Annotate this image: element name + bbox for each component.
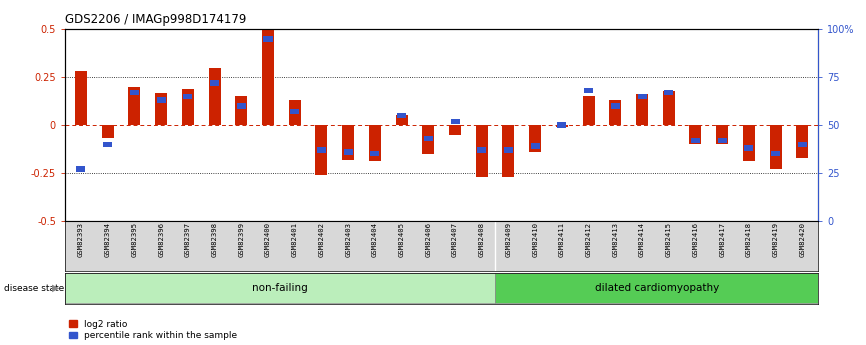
Bar	[556, 125, 568, 127]
Bar	[611, 103, 620, 109]
Bar	[689, 125, 701, 144]
Text: GSM82395: GSM82395	[132, 222, 138, 257]
Bar	[450, 119, 460, 124]
Bar	[76, 166, 86, 172]
Bar	[718, 138, 727, 143]
Bar	[477, 147, 486, 152]
Text: GSM82393: GSM82393	[78, 222, 84, 257]
Bar	[423, 125, 435, 154]
Bar	[531, 144, 540, 149]
Bar	[209, 68, 221, 125]
Bar	[288, 100, 301, 125]
Bar	[770, 125, 782, 169]
Text: GSM82397: GSM82397	[184, 222, 191, 257]
Bar	[342, 125, 354, 159]
Bar	[344, 149, 352, 155]
Text: GSM82398: GSM82398	[211, 222, 217, 257]
Bar	[65, 273, 495, 303]
Bar	[263, 36, 273, 42]
Bar	[101, 125, 113, 138]
Text: GSM82408: GSM82408	[479, 222, 485, 257]
Bar	[558, 122, 566, 128]
Bar	[716, 125, 728, 144]
Bar	[662, 91, 675, 125]
Text: GSM82407: GSM82407	[452, 222, 458, 257]
Text: GSM82411: GSM82411	[559, 222, 565, 257]
Bar	[504, 147, 513, 152]
Bar	[771, 151, 780, 157]
Bar	[423, 136, 433, 141]
Bar	[691, 138, 700, 143]
Text: disease state: disease state	[4, 284, 65, 293]
Bar	[637, 93, 647, 99]
Text: non-failing: non-failing	[252, 283, 308, 293]
Text: GSM82402: GSM82402	[319, 222, 325, 257]
Bar	[315, 125, 327, 175]
Bar	[262, 29, 274, 125]
Bar	[449, 125, 461, 135]
Bar	[745, 145, 753, 151]
Bar	[664, 90, 673, 95]
Text: GSM82417: GSM82417	[719, 222, 725, 257]
Bar	[743, 125, 755, 161]
Text: dilated cardiomyopathy: dilated cardiomyopathy	[595, 283, 719, 293]
Text: GSM82420: GSM82420	[799, 222, 805, 257]
Text: GSM82401: GSM82401	[292, 222, 298, 257]
Bar	[236, 96, 248, 125]
Text: GSM82399: GSM82399	[238, 222, 244, 257]
Bar	[75, 71, 87, 125]
Text: GSM82404: GSM82404	[372, 222, 378, 257]
Bar	[502, 125, 514, 177]
Bar	[184, 93, 192, 99]
Legend: log2 ratio, percentile rank within the sample: log2 ratio, percentile rank within the s…	[69, 320, 237, 341]
Bar	[290, 109, 300, 114]
Bar	[397, 113, 406, 118]
Text: GSM82394: GSM82394	[105, 222, 111, 257]
Bar	[610, 100, 621, 125]
Text: GSM82419: GSM82419	[772, 222, 779, 257]
Bar	[798, 141, 807, 147]
Bar	[128, 87, 140, 125]
Bar	[130, 90, 139, 95]
Text: GSM82403: GSM82403	[346, 222, 351, 257]
Bar	[495, 273, 818, 303]
Bar	[369, 125, 381, 161]
Text: GSM82409: GSM82409	[506, 222, 512, 257]
Bar	[529, 125, 541, 152]
Bar	[797, 125, 808, 158]
Bar	[103, 141, 113, 147]
Text: GSM82406: GSM82406	[425, 222, 431, 257]
Bar	[157, 98, 165, 103]
Text: GSM82410: GSM82410	[533, 222, 538, 257]
Bar	[584, 88, 593, 93]
Bar	[155, 92, 167, 125]
Bar	[396, 116, 408, 125]
Text: GSM82396: GSM82396	[158, 222, 165, 257]
Text: GSM82400: GSM82400	[265, 222, 271, 257]
Bar	[475, 125, 488, 177]
Bar	[210, 80, 219, 86]
Text: GSM82418: GSM82418	[746, 222, 752, 257]
Text: GSM82416: GSM82416	[693, 222, 699, 257]
Text: GSM82405: GSM82405	[398, 222, 404, 257]
Bar	[371, 151, 379, 157]
Bar	[317, 147, 326, 152]
Text: GSM82413: GSM82413	[612, 222, 618, 257]
Text: GSM82412: GSM82412	[585, 222, 591, 257]
Bar	[182, 89, 194, 125]
Text: ▶: ▶	[52, 283, 60, 293]
Bar	[636, 95, 648, 125]
Text: GSM82415: GSM82415	[666, 222, 672, 257]
Text: GSM82414: GSM82414	[639, 222, 645, 257]
Text: GDS2206 / IMAGp998D174179: GDS2206 / IMAGp998D174179	[65, 13, 246, 26]
Bar	[236, 103, 246, 109]
Bar	[583, 96, 595, 125]
